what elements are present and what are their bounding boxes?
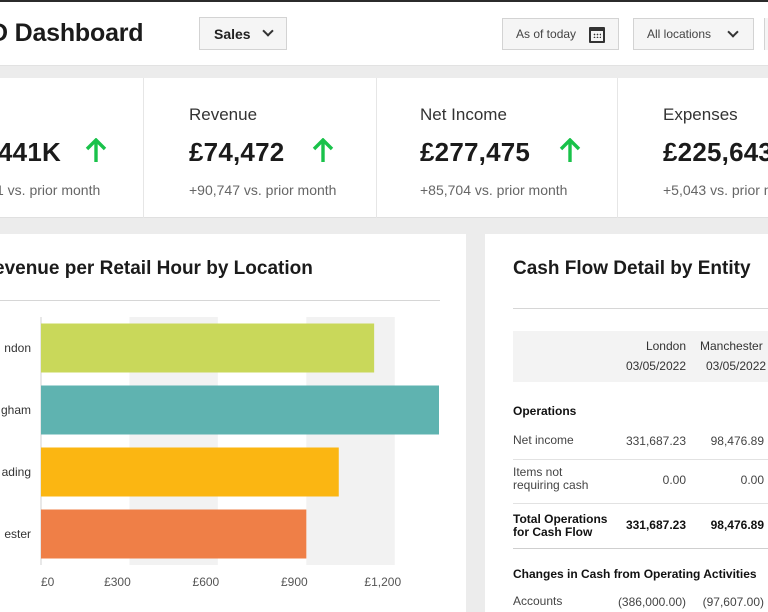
category-label: ndon	[4, 341, 31, 355]
title-divider	[513, 308, 768, 309]
row-divider	[513, 548, 768, 549]
chevron-down-icon	[727, 26, 739, 38]
kpi-value: £225,643	[663, 137, 768, 167]
kpi-card-partial: 441K 1 vs. prior month	[0, 78, 143, 218]
category-label: ading	[2, 465, 31, 479]
department-dropdown[interactable]: Sales	[199, 17, 287, 50]
bar-0[interactable]	[41, 323, 375, 373]
row-label: Net income	[513, 433, 574, 447]
cell-value: 0.00	[740, 473, 764, 487]
kpi-value: 441K	[0, 137, 61, 167]
kpi-divider	[376, 78, 377, 218]
row-divider	[513, 503, 768, 504]
section-title: Changes in Cash from Operating Activitie…	[513, 567, 757, 581]
category-label: ester	[4, 527, 31, 541]
revenue-per-hour-card: evenue per Retail Hour by Location ndon g…	[0, 234, 466, 612]
kpi-label: Net Income	[420, 105, 507, 124]
cell-value: (97,607.00)	[702, 595, 764, 609]
cell-value: 0.00	[662, 473, 686, 487]
bar-chart: ndon gham ading ester £0 £300 £600 £900 £1,200	[1, 317, 439, 589]
column-header-manchester: Manchester	[700, 339, 763, 353]
x-tick-label: £1,200	[364, 575, 401, 589]
bar-1[interactable]	[41, 385, 439, 435]
arrow-up-icon	[559, 138, 581, 162]
location-dropdown[interactable]: All locations	[633, 18, 754, 50]
row-label: Accounts	[513, 594, 563, 608]
cell-value: 331,687.23	[625, 434, 686, 448]
cash-flow-card	[485, 234, 768, 612]
kpi-label: Revenue	[189, 105, 258, 124]
cell-value: (386,000.00)	[617, 595, 686, 609]
column-date-manchester: 03/05/2022	[706, 359, 767, 373]
kpi-card-revenue: Revenue £74,472 +90,747 vs. prior month	[144, 78, 376, 218]
cell-value: 98,476.89	[710, 518, 764, 532]
x-tick-label: £0	[41, 575, 55, 589]
cell-value: 98,476.89	[710, 434, 764, 448]
row-label: Items not requiring cash	[513, 465, 589, 492]
chart-title: evenue per Retail Hour by Location	[0, 258, 313, 279]
kpi-label: Expenses	[663, 105, 738, 124]
kpi-strip: 441K 1 vs. prior month Revenue £74,472 +…	[0, 78, 768, 218]
page-title: D Dashboard	[0, 19, 144, 47]
cashflow-title: Cash Flow Detail by Entity	[513, 258, 751, 279]
department-dropdown-value: Sales	[214, 25, 251, 42]
kpi-comparison: +90,747 vs. prior month	[189, 182, 337, 198]
category-label: gham	[1, 403, 31, 417]
row-divider	[513, 459, 768, 460]
title-divider	[0, 300, 440, 301]
kpi-card-expenses: Expenses £225,643 +5,043 vs. prior m	[618, 78, 768, 218]
location-dropdown-value: All locations	[647, 27, 712, 41]
dashboard-header: D Dashboard Sales As of today All locati…	[0, 0, 768, 66]
date-filter-value: As of today	[516, 27, 577, 41]
kpi-comparison: +5,043 vs. prior m	[663, 182, 768, 198]
column-header-london: London	[645, 339, 686, 353]
offscreen-control[interactable]	[764, 18, 768, 50]
table-header	[513, 331, 768, 382]
arrow-up-icon	[85, 138, 107, 162]
x-tick-label: £600	[193, 575, 220, 589]
kpi-divider	[617, 78, 618, 218]
kpi-value: £74,472	[189, 137, 285, 167]
cell-value: 331,687.23	[625, 518, 686, 532]
kpi-comparison: +85,704 vs. prior month	[420, 182, 568, 198]
kpi-comparison: 1 vs. prior month	[0, 182, 101, 198]
x-tick-label: £300	[104, 575, 131, 589]
kpi-card-net-income: Net Income £277,475 +85,704 vs. prior mo…	[377, 78, 617, 218]
arrow-up-icon	[312, 138, 334, 162]
section-title: Operations	[513, 404, 577, 418]
kpi-divider	[143, 78, 144, 218]
date-filter[interactable]: As of today	[502, 18, 619, 50]
bar-2[interactable]	[41, 447, 339, 497]
x-tick-label: £900	[281, 575, 308, 589]
bar-3[interactable]	[41, 509, 307, 559]
chevron-down-icon	[262, 25, 274, 37]
kpi-value: £277,475	[420, 137, 531, 167]
column-date-london: 03/05/2022	[625, 359, 686, 373]
row-label: Total Operations for Cash Flow	[513, 512, 608, 539]
calendar-icon	[589, 27, 605, 43]
